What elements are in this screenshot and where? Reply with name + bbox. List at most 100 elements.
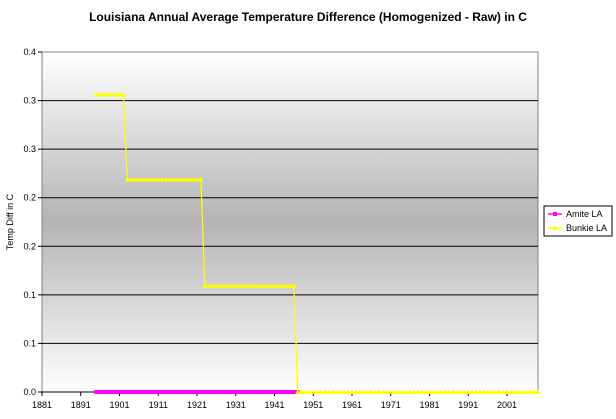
data-point [260, 390, 265, 394]
data-point [257, 390, 261, 394]
data-point [179, 390, 184, 394]
data-point [171, 390, 176, 394]
data-point [264, 283, 270, 288]
data-point [508, 389, 514, 394]
data-point [136, 177, 142, 182]
data-point [520, 389, 525, 394]
data-point [113, 92, 119, 97]
data-point [291, 390, 296, 394]
y-tick-label: 0.1 [23, 338, 36, 348]
data-point [105, 92, 111, 97]
data-point [365, 389, 370, 394]
data-point [396, 389, 401, 394]
data-point [469, 389, 475, 394]
data-point [198, 390, 203, 394]
data-point [283, 283, 289, 288]
data-point [500, 389, 506, 394]
data-point [167, 177, 173, 182]
data-point [113, 390, 118, 394]
data-point [125, 390, 130, 394]
data-point [136, 390, 141, 394]
data-point [129, 390, 134, 394]
data-point [415, 389, 421, 394]
data-point [241, 283, 246, 288]
data-point [245, 390, 250, 394]
data-point [372, 389, 378, 394]
x-tick-label: 1921 [187, 400, 207, 410]
data-point [214, 390, 219, 394]
data-point [299, 389, 305, 394]
data-point [434, 389, 440, 394]
y-tick-label: 0.3 [23, 144, 36, 154]
data-point [159, 177, 165, 182]
x-tick-label: 1991 [458, 400, 478, 410]
data-point [353, 389, 359, 394]
data-point [93, 92, 99, 97]
data-point [284, 390, 289, 394]
data-point [210, 390, 215, 394]
x-axis: 1881 1891 1901 1911 1921 1931 1941 1951 1961 1971… [32, 392, 517, 410]
data-point [109, 390, 114, 394]
data-point [516, 389, 522, 394]
data-point [175, 390, 180, 394]
y-tick-label: 0.3 [23, 96, 36, 106]
data-point [438, 389, 444, 394]
data-point [248, 283, 254, 288]
legend-entry: Amite LA [548, 209, 603, 219]
data-point [186, 177, 192, 182]
data-point [512, 389, 518, 394]
data-point [337, 389, 343, 394]
series-group [93, 92, 541, 394]
data-point [163, 177, 169, 182]
x-tick-label: 1941 [264, 400, 284, 410]
data-point [117, 390, 122, 394]
legend-entry: Bunkie LA [548, 223, 607, 233]
data-point [202, 390, 207, 394]
data-point [222, 390, 227, 394]
data-point [202, 283, 208, 288]
data-point [504, 389, 510, 394]
data-point [473, 389, 479, 394]
data-point [171, 177, 177, 182]
data-point [461, 389, 467, 394]
data-point [465, 389, 471, 394]
data-point [241, 390, 246, 394]
data-point [221, 283, 227, 288]
data-point [419, 389, 425, 394]
plot-area [41, 51, 539, 393]
data-point [160, 390, 165, 394]
data-point [368, 389, 374, 394]
data-point [341, 389, 347, 394]
data-point [252, 283, 258, 288]
legend-box [543, 205, 613, 237]
data-point [256, 283, 262, 288]
data-point [210, 283, 215, 288]
data-point [94, 390, 99, 394]
legend: Amite LA Bunkie LA [543, 205, 613, 237]
data-point [291, 283, 297, 288]
data-point [288, 390, 292, 394]
series-bunkie-la [93, 92, 541, 394]
data-point [392, 389, 398, 394]
data-point [450, 389, 456, 394]
data-point [187, 390, 192, 394]
data-point [164, 390, 168, 394]
x-tick-label: 1911 [149, 400, 168, 410]
data-point [190, 177, 196, 182]
data-point [182, 177, 188, 182]
data-point [179, 177, 184, 182]
data-point [237, 283, 243, 288]
data-point [427, 389, 432, 394]
series-amite-la [94, 390, 300, 394]
y-tick-label: 0.0 [23, 387, 36, 397]
data-point [198, 177, 204, 182]
data-point [380, 389, 386, 394]
data-point [124, 177, 130, 182]
data-point [120, 92, 126, 97]
x-tick-label: 2001 [497, 400, 517, 410]
data-point [489, 389, 494, 394]
data-point [272, 390, 277, 394]
data-point [322, 389, 328, 394]
data-point [101, 92, 107, 97]
